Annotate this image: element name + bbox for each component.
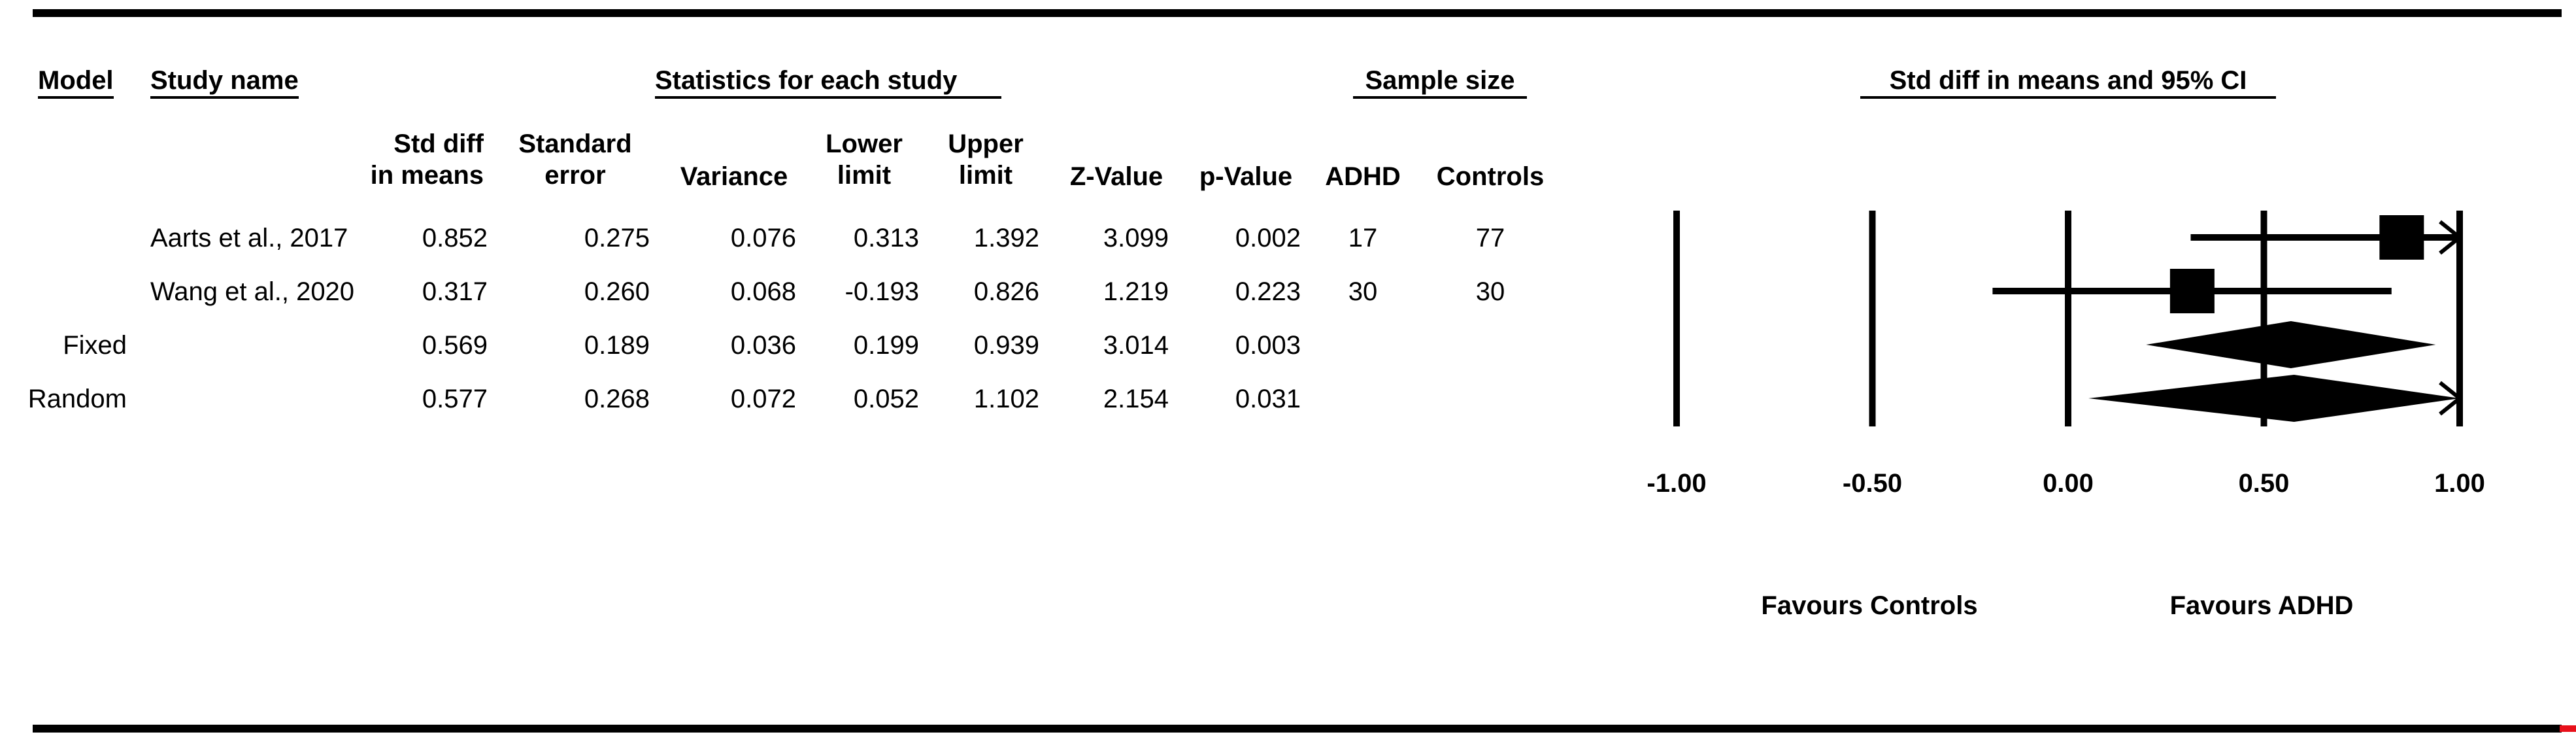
row-1-study: Aarts et al., 2017 — [150, 224, 348, 252]
row-4-p: 0.031 — [1235, 385, 1301, 413]
sample-size-header: Sample size — [1353, 66, 1527, 99]
row-1-se: 0.275 — [584, 224, 650, 252]
row-1-upper: 1.392 — [973, 224, 1039, 252]
row-4-lower: 0.052 — [853, 385, 919, 413]
col-z-value: Z-Value — [1069, 162, 1163, 191]
row-3-upper: 0.939 — [973, 331, 1039, 360]
col-std-diff-line1: Std diff — [393, 130, 484, 158]
col-se-line2: error — [544, 161, 606, 190]
row-3-std-diff: 0.569 — [422, 331, 488, 360]
row-3-lower: 0.199 — [853, 331, 919, 360]
row-1-p: 0.002 — [1235, 224, 1301, 252]
col-upper-line2: limit — [958, 161, 1013, 190]
axis-tick-label: 1.00 — [2434, 469, 2485, 498]
study-effect-square — [2169, 269, 2215, 313]
row-4-model: Random — [27, 385, 127, 413]
row-2-se: 0.260 — [584, 277, 650, 306]
col-upper-line1: Upper — [948, 130, 1024, 158]
row-2-std-diff: 0.317 — [422, 277, 488, 306]
axis-tick-label: 0.50 — [2239, 469, 2290, 498]
row-1-variance: 0.076 — [730, 224, 796, 252]
row-2-controls: 30 — [1475, 277, 1505, 306]
row-2-upper: 0.826 — [973, 277, 1039, 306]
row-3-z: 3.014 — [1103, 331, 1169, 360]
row-4-variance: 0.072 — [730, 385, 796, 413]
study-ci-arrow — [2439, 220, 2463, 255]
favours-controls-label: Favours Controls — [1761, 591, 1978, 620]
axis-tick-label: -1.00 — [1647, 469, 1706, 498]
col-adhd: ADHD — [1325, 162, 1401, 191]
col-controls: Controls — [1436, 162, 1545, 191]
row-3-p: 0.003 — [1235, 331, 1301, 360]
study-name-header: Study name — [150, 66, 299, 99]
row-3-variance: 0.036 — [730, 331, 796, 360]
col-p-value: p-Value — [1199, 162, 1293, 191]
col-se-line1: Standard — [518, 130, 632, 158]
row-4-upper: 1.102 — [973, 385, 1039, 413]
row-1-controls: 77 — [1475, 224, 1505, 252]
axis-tick-label: 0.00 — [2043, 469, 2094, 498]
row-2-variance: 0.068 — [730, 277, 796, 306]
summary-ci-arrow — [2439, 381, 2463, 416]
statistics-header: Statistics for each study — [655, 66, 1001, 99]
row-2-adhd: 30 — [1348, 277, 1378, 306]
model-header: Model — [38, 66, 114, 99]
col-lower-line1: Lower — [826, 130, 903, 158]
row-3-model: Fixed — [63, 331, 127, 360]
col-variance: Variance — [680, 162, 788, 191]
row-1-z: 3.099 — [1103, 224, 1169, 252]
row-2-z: 1.219 — [1103, 277, 1169, 306]
row-4-std-diff: 0.577 — [422, 385, 488, 413]
row-3-se: 0.189 — [584, 331, 650, 360]
ci-header: Std diff in means and 95% CI — [1860, 66, 2276, 99]
row-2-lower: -0.193 — [845, 277, 919, 306]
bottom-rule — [33, 725, 2562, 733]
axis-tick-label: -0.50 — [1843, 469, 1902, 498]
row-1-lower: 0.313 — [853, 224, 919, 252]
top-rule — [33, 9, 2562, 17]
row-2-study: Wang et al., 2020 — [150, 277, 355, 306]
row-2-p: 0.223 — [1235, 277, 1301, 306]
red-corner-mark — [2560, 725, 2576, 732]
col-std-diff-line2: in means — [370, 161, 484, 190]
row-1-std-diff: 0.852 — [422, 224, 488, 252]
row-4-z: 2.154 — [1103, 385, 1169, 413]
row-1-adhd: 17 — [1348, 224, 1378, 252]
col-lower-line2: limit — [837, 161, 892, 190]
favours-adhd-label: Favours ADHD — [2169, 591, 2354, 620]
summary-diamond — [2088, 375, 2460, 422]
study-effect-square — [2379, 215, 2424, 260]
summary-diamond — [2146, 321, 2436, 368]
row-4-se: 0.268 — [584, 385, 650, 413]
